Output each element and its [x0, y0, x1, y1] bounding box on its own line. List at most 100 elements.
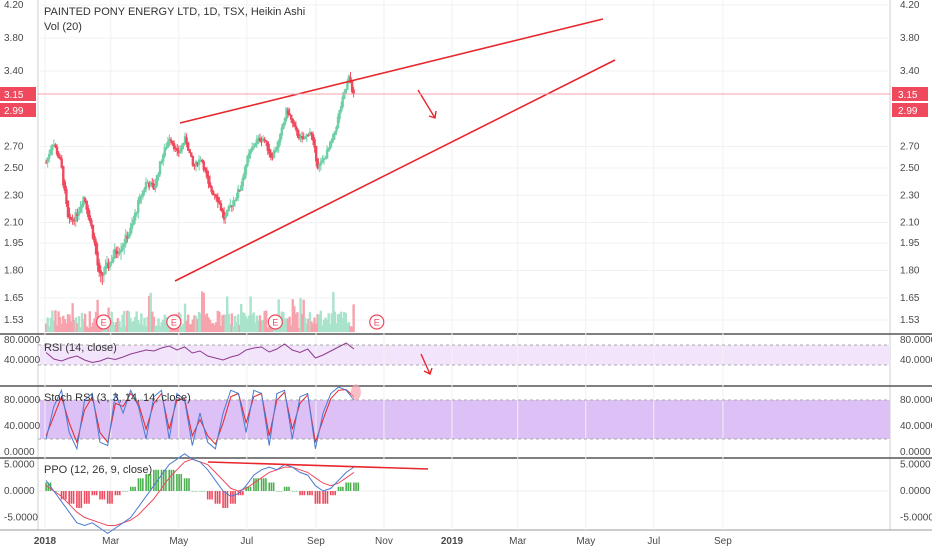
prev-price-box-left — [0, 103, 36, 117]
ppo-histogram-bar — [203, 491, 206, 492]
ppo-histogram-bar — [209, 491, 211, 500]
x-tick-label: May — [576, 536, 595, 547]
candle-body — [229, 205, 232, 208]
ppo-histogram-bar — [99, 491, 101, 500]
volume-bar — [246, 318, 249, 332]
volume-bar — [141, 325, 145, 332]
price-tick-label-right: 1.53 — [900, 315, 920, 326]
candle-body — [182, 143, 185, 147]
candle-body — [249, 150, 252, 154]
candle-body — [210, 186, 213, 192]
volume-bar — [82, 319, 85, 332]
ppo-histogram-bar — [226, 491, 229, 508]
ppo-histogram-bar — [195, 491, 198, 492]
candle-body — [152, 183, 156, 190]
volume-bar — [221, 315, 224, 332]
rsi-tick-label-left: 80.0000 — [4, 335, 41, 346]
candle-body — [258, 138, 262, 142]
candle-body — [286, 109, 290, 115]
ppo-histogram-bar — [95, 491, 98, 496]
candle-body — [110, 261, 113, 263]
ppo-histogram-bar — [332, 491, 334, 496]
rsi-tick-label-left: 40.0000 — [4, 355, 41, 366]
ppo-histogram-bar — [342, 486, 344, 491]
x-tick-label: 2018 — [34, 536, 57, 547]
price-tick-label-left: 4.20 — [4, 0, 24, 11]
price-tick-label-left: 1.53 — [4, 315, 24, 326]
x-tick-label: Sep — [714, 536, 732, 547]
ppo-histogram-bar — [147, 474, 150, 491]
candle-body — [318, 164, 321, 167]
volume-bar — [305, 323, 309, 332]
candle-body — [260, 140, 263, 142]
ppo-histogram-bar — [349, 482, 352, 491]
candle-body — [230, 205, 234, 207]
ppo-histogram-bar — [193, 491, 196, 492]
candle-body — [115, 250, 118, 254]
ppo-histogram-bar — [283, 486, 286, 491]
volume-bar — [146, 316, 149, 332]
candle-body — [272, 150, 276, 158]
volume-bar — [157, 318, 160, 332]
volume-bar — [327, 313, 330, 332]
volume-bar — [113, 325, 116, 332]
volume-bar — [241, 312, 245, 332]
candle-body — [55, 146, 59, 155]
volume-bar — [250, 314, 254, 332]
ppo-tick-label-left: -5.0000 — [4, 513, 38, 524]
candle-body — [88, 215, 92, 221]
ppo-histogram-bar — [306, 491, 309, 496]
candle-body — [161, 154, 165, 162]
candle-body — [343, 91, 346, 99]
candle-body — [62, 165, 65, 186]
volume-bar — [57, 311, 60, 332]
volume-bar — [132, 320, 135, 332]
ppo-histogram-bar — [201, 491, 203, 492]
candle-body — [282, 123, 285, 130]
candle-body — [107, 263, 110, 269]
candle-body — [94, 241, 98, 255]
stoch-legend: Stoch RSI (3, 3, 14, 14, close) — [44, 392, 191, 404]
candle-body — [176, 148, 179, 151]
volume-bar — [129, 317, 132, 332]
ppo-histogram-bar — [178, 474, 180, 491]
volume-bar — [225, 296, 229, 332]
candle-body — [225, 209, 229, 216]
volume-bar — [215, 322, 218, 332]
volume-bar — [333, 311, 337, 332]
candle-body — [49, 149, 52, 155]
tick-labels-layer: 2018 Mar May Jul Sep Nov 2019 Mar May Jul Sep 4.20 4… — [4, 0, 932, 547]
ppo-histogram-bar — [199, 491, 201, 492]
volume-bar — [91, 322, 95, 332]
earnings-marker — [267, 314, 283, 330]
volume-bar — [58, 317, 62, 332]
candle-body — [283, 118, 287, 125]
ppo-tick-label-left: 5.0000 — [4, 460, 35, 471]
volume-bar — [68, 314, 71, 332]
volume-legend: Vol (20) — [44, 21, 82, 33]
volume-bar — [343, 311, 346, 332]
volume-bar — [232, 326, 235, 332]
volume-bar — [149, 292, 152, 332]
candle-body — [349, 77, 352, 82]
ppo-histogram-bar — [309, 491, 311, 496]
volume-bar — [330, 313, 333, 332]
prev-price-label-right: 2.99 — [898, 106, 918, 117]
candle-body — [44, 162, 48, 164]
volume-bar — [62, 315, 65, 332]
candle-body — [313, 139, 316, 148]
ppo-histogram-bar — [339, 486, 342, 491]
volume-bar — [154, 325, 157, 332]
candle-body — [308, 131, 312, 136]
ppo-histogram-bar — [303, 491, 306, 496]
candle-body — [244, 164, 248, 175]
volume-bar — [119, 327, 123, 332]
price-tick-label-left: 1.95 — [4, 238, 24, 249]
ppo-histogram-bar — [318, 491, 321, 504]
volume-bar — [147, 295, 151, 332]
candle-body — [232, 200, 235, 207]
candle-body — [339, 105, 343, 112]
candle-body — [194, 161, 198, 166]
stoch-d-line — [45, 389, 355, 446]
